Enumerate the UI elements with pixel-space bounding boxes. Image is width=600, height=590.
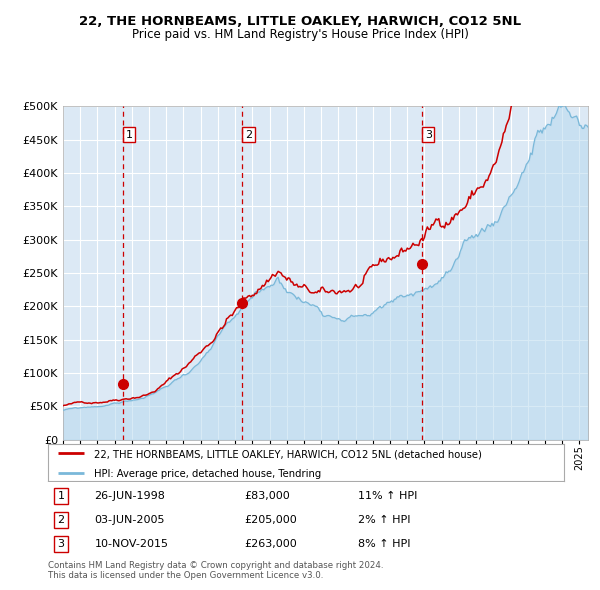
Text: 1: 1 (125, 130, 133, 139)
Text: 2: 2 (245, 130, 252, 139)
Text: 8% ↑ HPI: 8% ↑ HPI (358, 539, 410, 549)
Text: £83,000: £83,000 (244, 491, 290, 501)
Text: 22, THE HORNBEAMS, LITTLE OAKLEY, HARWICH, CO12 5NL: 22, THE HORNBEAMS, LITTLE OAKLEY, HARWIC… (79, 15, 521, 28)
Text: Price paid vs. HM Land Registry's House Price Index (HPI): Price paid vs. HM Land Registry's House … (131, 28, 469, 41)
Text: 03-JUN-2005: 03-JUN-2005 (94, 515, 165, 525)
Text: This data is licensed under the Open Government Licence v3.0.: This data is licensed under the Open Gov… (48, 571, 323, 580)
Text: 2% ↑ HPI: 2% ↑ HPI (358, 515, 410, 525)
Text: Contains HM Land Registry data © Crown copyright and database right 2024.: Contains HM Land Registry data © Crown c… (48, 560, 383, 569)
Text: 3: 3 (58, 539, 64, 549)
Text: 1: 1 (58, 491, 64, 501)
Text: 3: 3 (425, 130, 431, 139)
Text: HPI: Average price, detached house, Tendring: HPI: Average price, detached house, Tend… (94, 469, 322, 479)
Text: 10-NOV-2015: 10-NOV-2015 (94, 539, 169, 549)
Text: 2: 2 (58, 515, 64, 525)
Text: 11% ↑ HPI: 11% ↑ HPI (358, 491, 417, 501)
Text: 26-JUN-1998: 26-JUN-1998 (94, 491, 166, 501)
Text: 22, THE HORNBEAMS, LITTLE OAKLEY, HARWICH, CO12 5NL (detached house): 22, THE HORNBEAMS, LITTLE OAKLEY, HARWIC… (94, 450, 482, 460)
Text: £263,000: £263,000 (244, 539, 297, 549)
Text: £205,000: £205,000 (244, 515, 297, 525)
